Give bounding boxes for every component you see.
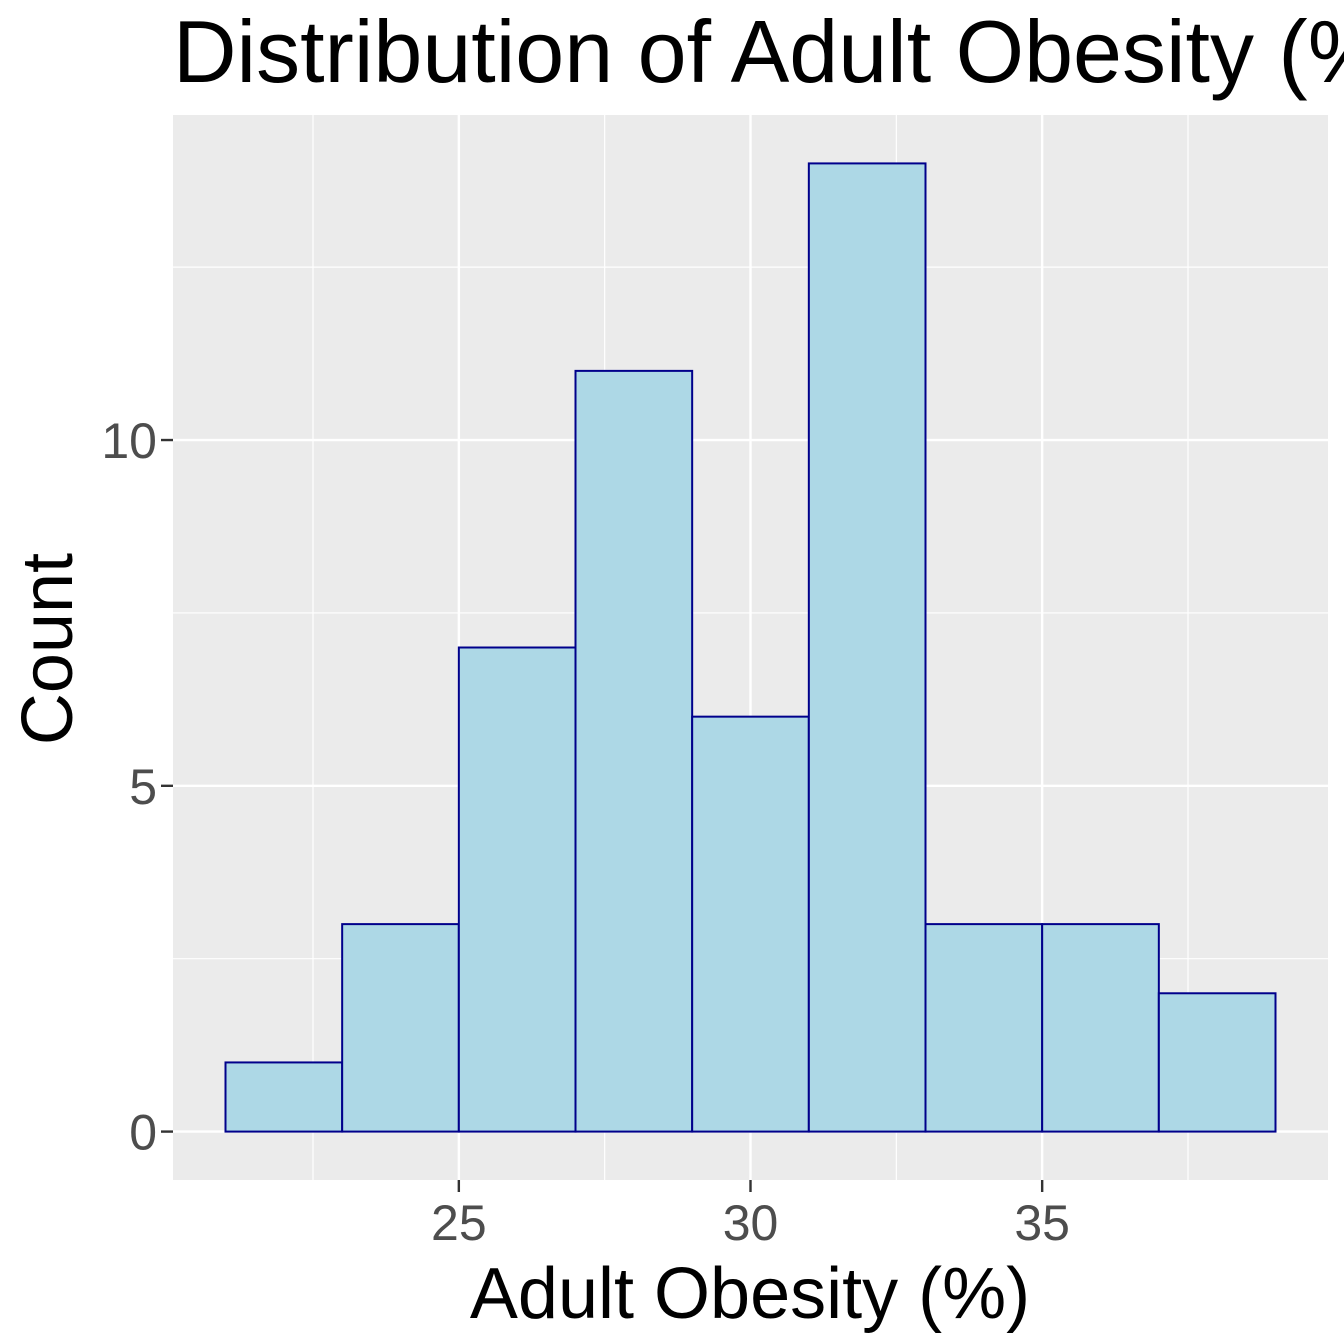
histogram-bar xyxy=(457,646,577,1133)
tick-labels: 25 30 35 0 5 10 xyxy=(101,413,1070,1251)
chart-title: Distribution of Adult Obesity (%) xyxy=(173,2,1344,101)
y-tick-label: 0 xyxy=(129,1105,157,1161)
histogram-bar xyxy=(574,369,694,1133)
histogram-bar xyxy=(924,923,1044,1133)
axis-ticks xyxy=(161,438,1044,1192)
histogram-bar xyxy=(691,715,810,1133)
histogram-bar xyxy=(807,162,927,1133)
histogram-bar xyxy=(341,923,460,1133)
x-tick-label: 35 xyxy=(1014,1195,1070,1251)
histogram-bar xyxy=(1157,992,1277,1133)
y-tick-label: 10 xyxy=(101,413,157,469)
x-tick-label: 25 xyxy=(431,1195,487,1251)
histogram-bars xyxy=(224,162,1277,1133)
histogram-bar xyxy=(1041,923,1160,1133)
x-tick-label: 30 xyxy=(723,1195,779,1251)
y-tick-label: 5 xyxy=(129,759,157,815)
histogram-bar xyxy=(224,1061,344,1133)
y-axis-title: Count xyxy=(8,553,88,745)
x-axis-title: Adult Obesity (%) xyxy=(470,1254,1030,1334)
